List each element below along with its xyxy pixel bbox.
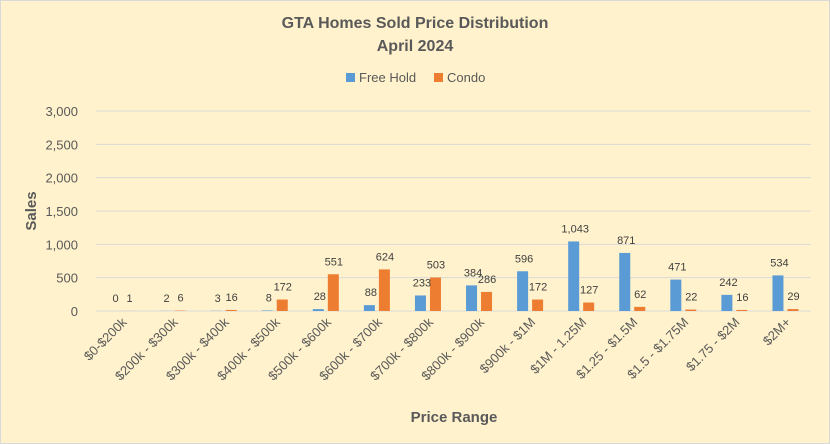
data-label-free-hold: 242	[719, 277, 737, 289]
bar-free-hold	[466, 285, 478, 311]
data-label-condo: 127	[580, 285, 598, 297]
bar-condo	[736, 309, 748, 311]
y-tick-label: 2,500	[45, 137, 78, 152]
x-tick-label: $1.75 - $2M	[683, 315, 743, 375]
data-label-condo: 62	[634, 289, 646, 301]
data-label-free-hold: 3	[215, 293, 221, 305]
data-label-free-hold: 596	[515, 253, 533, 265]
data-label-free-hold: 88	[365, 287, 377, 299]
data-label-condo: 624	[376, 251, 394, 263]
bar-free-hold	[568, 241, 580, 311]
bar-free-hold	[414, 295, 426, 311]
bar-free-hold	[517, 271, 529, 311]
y-tick-label: 1,500	[45, 204, 78, 219]
bar-condo	[378, 269, 390, 311]
bar-condo	[532, 299, 544, 311]
bar-free-hold	[363, 305, 375, 311]
y-tick-label: 500	[56, 271, 78, 286]
chart-title: GTA Homes Sold Price Distribution	[282, 15, 549, 32]
data-label-free-hold: 471	[668, 262, 686, 274]
data-label-free-hold: 384	[464, 267, 482, 279]
data-label-free-hold: 8	[266, 292, 272, 304]
bars	[123, 241, 799, 311]
bar-condo	[787, 309, 799, 311]
legend: Free Hold Condo	[346, 70, 485, 85]
legend-label-condo: Condo	[447, 70, 485, 85]
data-label-condo: 503	[427, 259, 445, 271]
bar-condo	[634, 306, 646, 311]
data-label-condo: 551	[325, 256, 343, 268]
x-axis-ticks: $0-$200k$200k - $300k$300k - $400k$400k …	[81, 314, 794, 383]
bar-condo	[583, 302, 595, 311]
bar-condo	[685, 309, 697, 311]
data-label-condo: 286	[478, 274, 496, 286]
legend-swatch-condo	[434, 73, 443, 82]
gridlines	[96, 110, 811, 312]
data-label-condo: 29	[787, 291, 799, 303]
data-label-free-hold: 871	[617, 235, 635, 247]
data-label-free-hold: 1,043	[561, 223, 589, 235]
data-label-condo: 16	[226, 292, 238, 304]
bar-free-hold	[670, 279, 682, 311]
data-label-condo: 1	[126, 293, 132, 305]
bar-condo	[327, 274, 339, 311]
bar-free-hold	[261, 310, 273, 311]
x-tick-label: $2M+	[760, 315, 794, 349]
data-label-free-hold: 0	[112, 293, 118, 305]
data-label-free-hold: 2	[164, 293, 170, 305]
bar-free-hold	[721, 294, 733, 311]
data-label-condo: 16	[736, 292, 748, 304]
bar-condo	[481, 291, 493, 311]
bar-condo	[429, 277, 441, 311]
legend-swatch-free-hold	[346, 73, 355, 82]
x-tick-label: $0-$200k	[81, 314, 130, 363]
bar-condo	[225, 309, 237, 311]
data-label-free-hold: 28	[314, 291, 326, 303]
data-label-condo: 22	[685, 292, 697, 304]
data-label-condo: 6	[178, 293, 184, 305]
legend-label-free-hold: Free Hold	[359, 70, 416, 85]
y-tick-label: 0	[71, 304, 78, 319]
bar-free-hold	[619, 252, 631, 311]
y-tick-label: 2,000	[45, 171, 78, 186]
y-axis-ticks: 0 500 1,000 1,500 2,000 2,500 3,000	[45, 104, 78, 319]
data-label-condo: 172	[274, 282, 292, 294]
data-label-free-hold: 233	[413, 277, 431, 289]
y-axis-title: Sales	[23, 191, 40, 230]
x-axis-title: Price Range	[411, 409, 498, 426]
chart-subtitle: April 2024	[377, 38, 454, 55]
y-tick-label: 1,000	[45, 237, 78, 252]
data-label-free-hold: 534	[770, 257, 788, 269]
data-label-condo: 172	[529, 282, 547, 294]
bar-free-hold	[772, 275, 784, 311]
y-tick-label: 3,000	[45, 104, 78, 119]
bar-free-hold	[312, 309, 324, 311]
bar-condo	[276, 299, 288, 311]
